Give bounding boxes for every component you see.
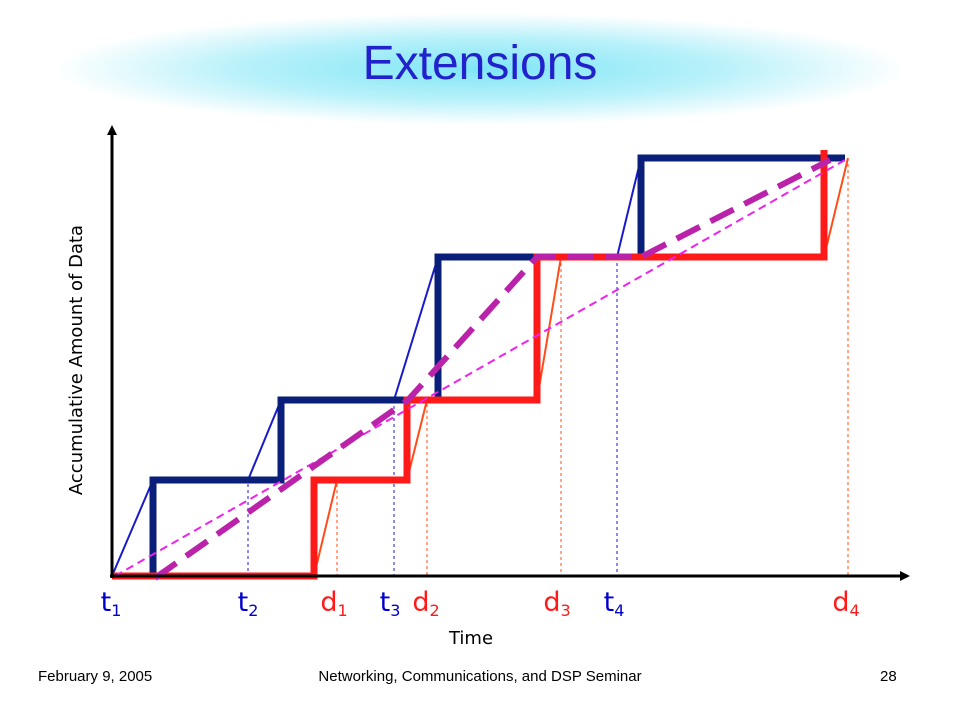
average-rate-thin-line <box>114 159 846 577</box>
arrival-step-curve <box>149 154 845 576</box>
y-axis-label: Accumulative Amount of Data <box>66 225 87 495</box>
time-mark-t4: t4 <box>604 587 625 620</box>
time-mark-t2: t2 <box>238 587 259 620</box>
time-mark-d2: d2 <box>412 587 439 620</box>
time-mark-d1: d1 <box>320 587 347 620</box>
time-mark-t1: t1 <box>101 587 122 620</box>
time-mark-t3: t3 <box>380 587 401 620</box>
time-marks: t1 t2 d1 t3 d2 d3 t4 d4 <box>101 587 860 620</box>
guide-lines <box>247 158 849 576</box>
time-mark-d4: d4 <box>832 587 859 620</box>
footer-seminar-name: Networking, Communications, and DSP Semi… <box>318 668 642 685</box>
time-mark-d3: d3 <box>543 587 570 620</box>
page-number: 28 <box>880 668 897 685</box>
average-rate-thick-line <box>153 157 832 581</box>
footer-date: February 9, 2005 <box>38 668 153 685</box>
x-axis-label: Time <box>448 628 493 649</box>
arrival-ramp-line <box>111 157 845 577</box>
slide-title: Extensions <box>362 37 598 90</box>
title-glow <box>60 14 900 124</box>
deadline-step-curve <box>112 150 828 580</box>
